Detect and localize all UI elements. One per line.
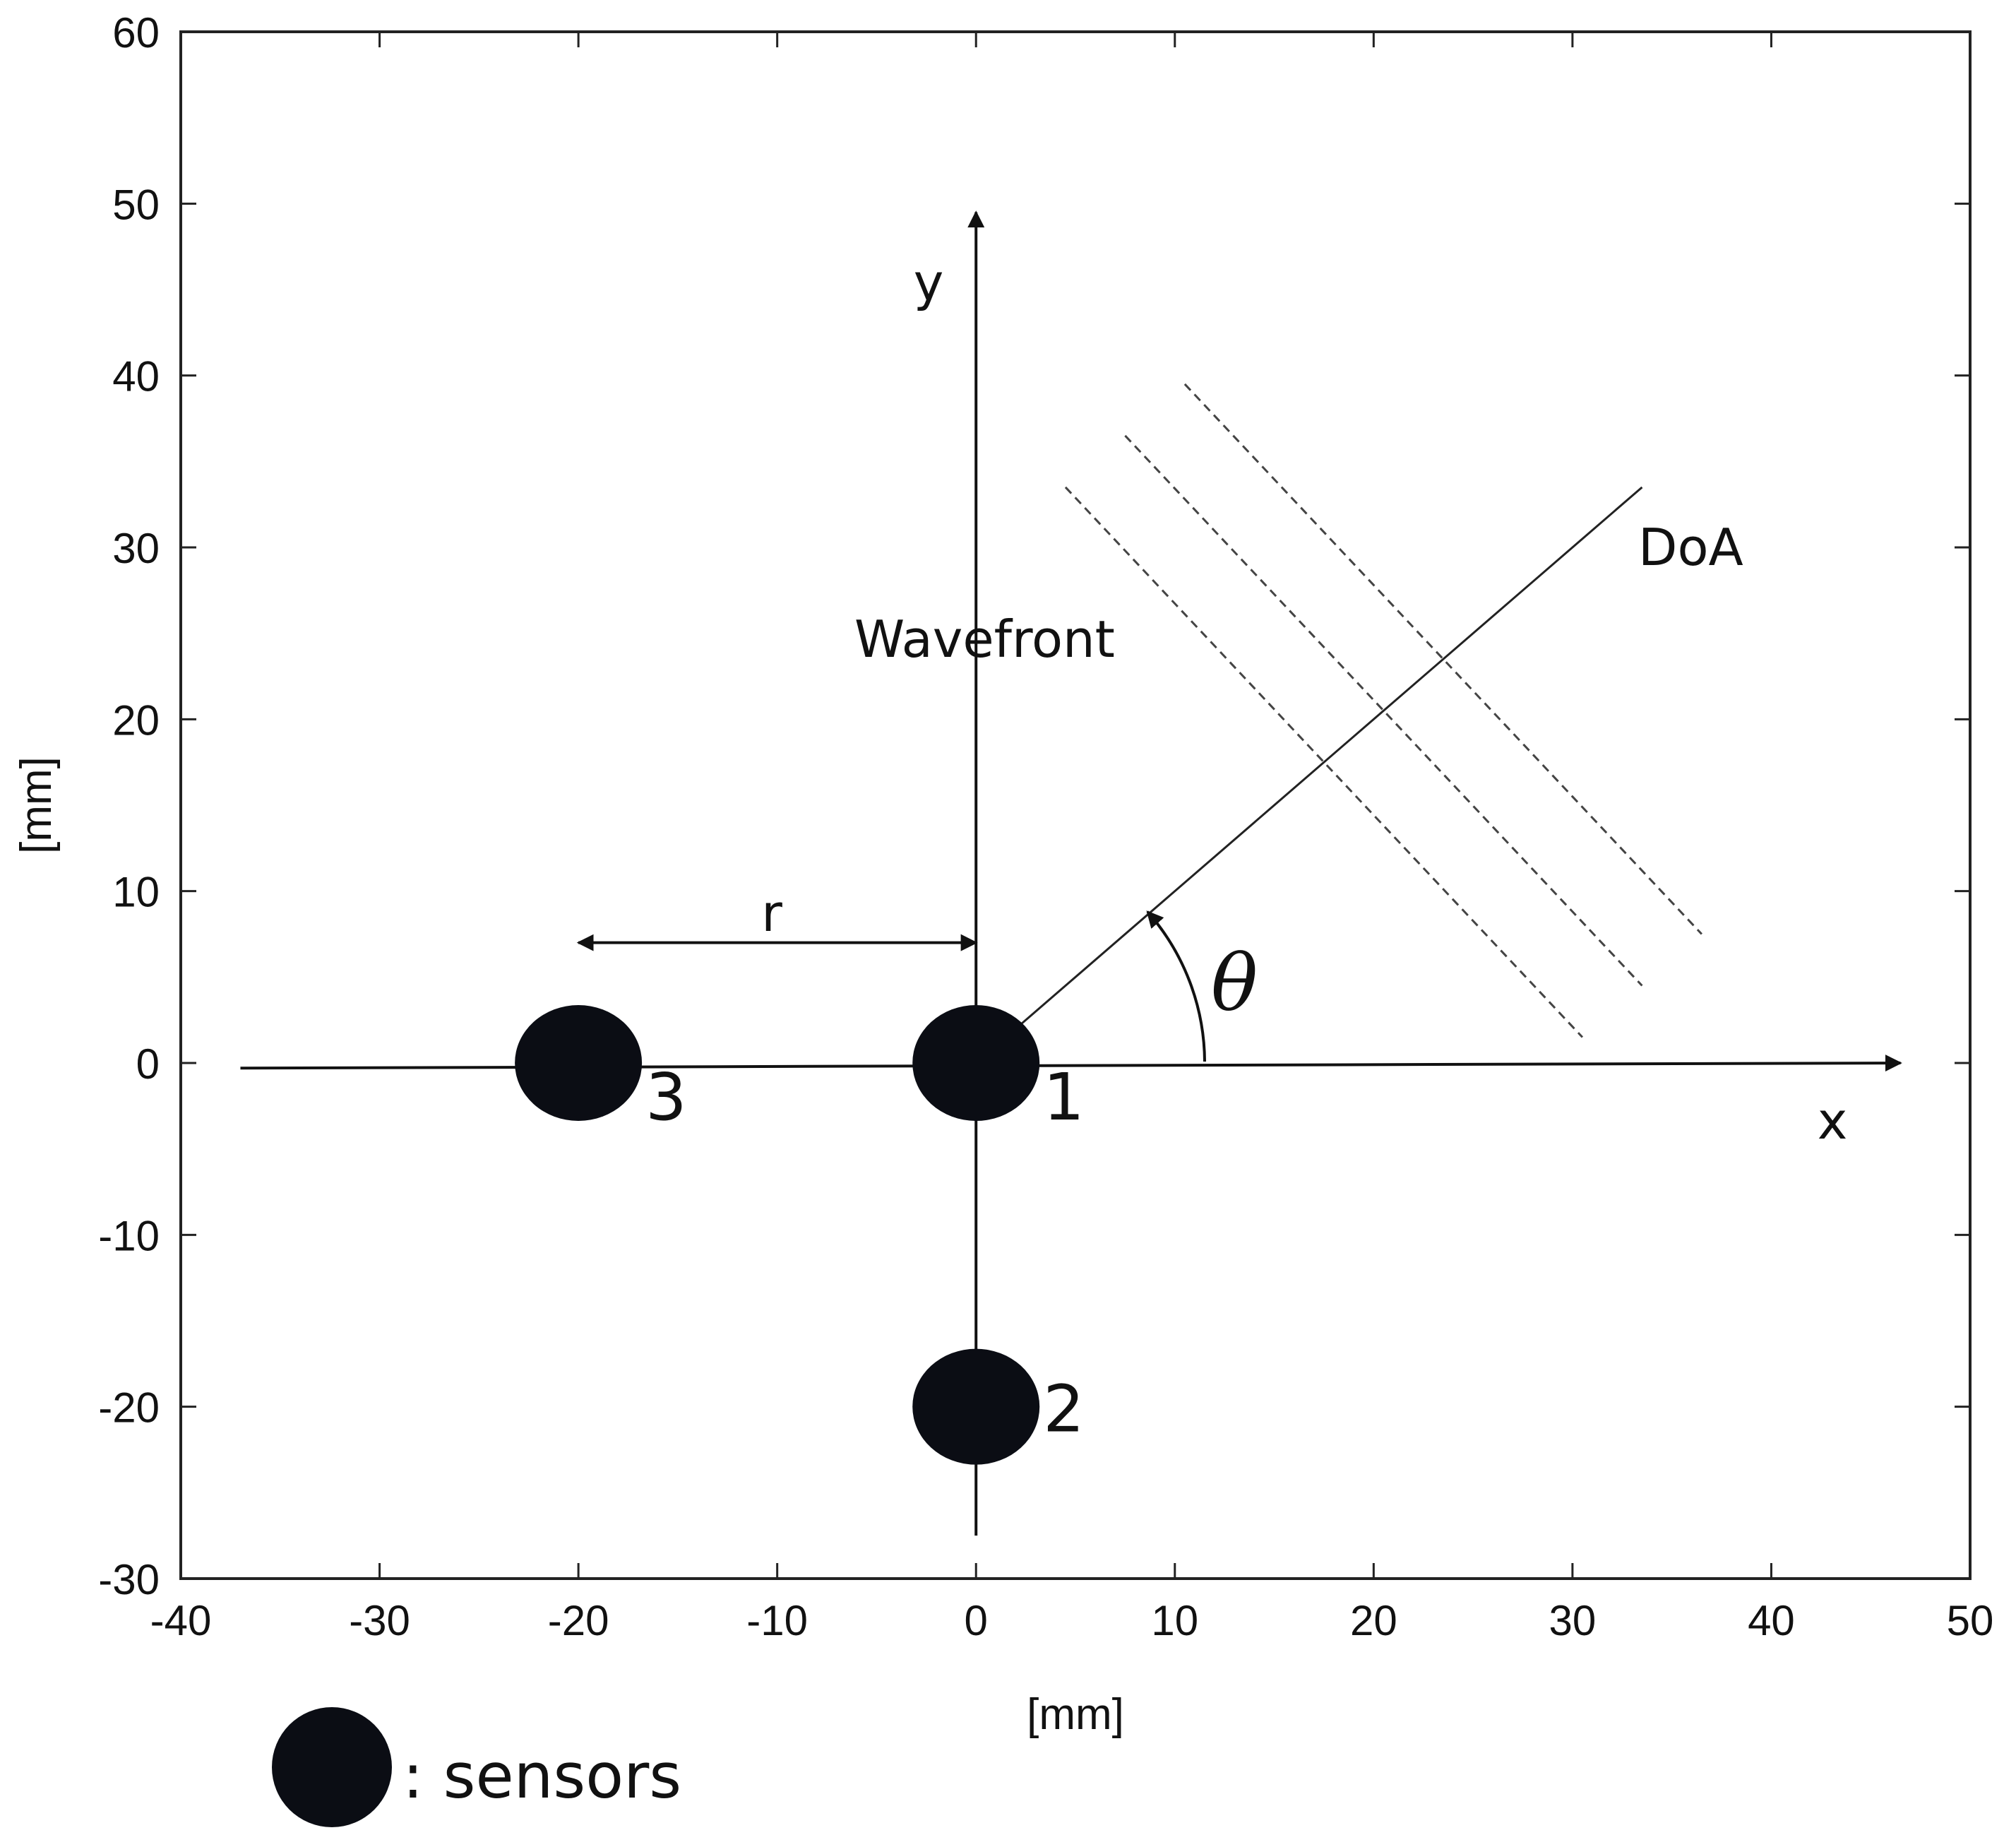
wavefront-label: Wavefront — [854, 610, 1115, 669]
x-tick-label: 50 — [1947, 1597, 1994, 1644]
y-tick-label: -20 — [98, 1384, 160, 1432]
sensor-3-marker — [515, 1005, 643, 1121]
wavefront-line — [1183, 383, 1702, 935]
local-y-axis-label: y — [914, 253, 944, 312]
theta-label: θ — [1211, 938, 1258, 1028]
legend-text: : sensors — [402, 1740, 681, 1812]
x-tick-label: -30 — [349, 1597, 410, 1644]
doa-line — [1015, 486, 1643, 1030]
y-axis-ticks: -30 -20 -10 0 10 20 30 40 50 60 — [98, 9, 1970, 1603]
x-tick-label: 10 — [1151, 1597, 1198, 1644]
x-tick-label: 30 — [1549, 1597, 1597, 1644]
wavefront-line — [1064, 486, 1584, 1038]
plot-frame — [179, 30, 1972, 1580]
y-tick-label: -10 — [98, 1212, 160, 1259]
sensor-1-marker — [912, 1005, 1040, 1121]
sensor-3-label: 3 — [645, 1059, 687, 1135]
x-tick-label: -40 — [150, 1597, 212, 1644]
y-axis-label: [mm] — [12, 756, 61, 854]
y-tick-label: 50 — [112, 181, 160, 228]
doa-label: DoA — [1638, 518, 1743, 577]
legend-sensor-marker — [272, 1707, 392, 1827]
y-tick-label: 30 — [112, 525, 160, 572]
angle-arc — [1146, 910, 1207, 1062]
wavefront-lines — [1064, 383, 1702, 1038]
x-tick-label: -20 — [548, 1597, 609, 1644]
local-x-axis-label: x — [1818, 1091, 1848, 1151]
sensor-1-label: 1 — [1043, 1059, 1085, 1135]
y-tick-label: 40 — [112, 353, 160, 400]
y-tick-label: 10 — [112, 869, 160, 916]
sensor-2-label: 2 — [1043, 1372, 1085, 1447]
x-tick-label: -10 — [746, 1597, 808, 1644]
wavefront-line — [1124, 434, 1643, 987]
sensor-2-marker — [912, 1348, 1040, 1465]
x-tick-label: 40 — [1748, 1597, 1795, 1644]
y-tick-label: 0 — [136, 1040, 160, 1088]
sensor-points: 1 2 3 — [515, 1005, 1085, 1465]
y-tick-label: 20 — [112, 696, 160, 744]
x-axis-ticks: -40 -30 -20 -10 0 10 20 30 40 50 — [150, 32, 1994, 1644]
y-tick-label: -30 — [98, 1556, 160, 1603]
distance-r-label: r — [761, 884, 782, 943]
x-tick-label: 0 — [965, 1597, 988, 1644]
y-tick-label: 60 — [112, 9, 160, 57]
x-tick-label: 20 — [1350, 1597, 1397, 1644]
x-axis-label: [mm] — [1027, 1690, 1124, 1739]
legend: : sensors — [272, 1707, 681, 1827]
